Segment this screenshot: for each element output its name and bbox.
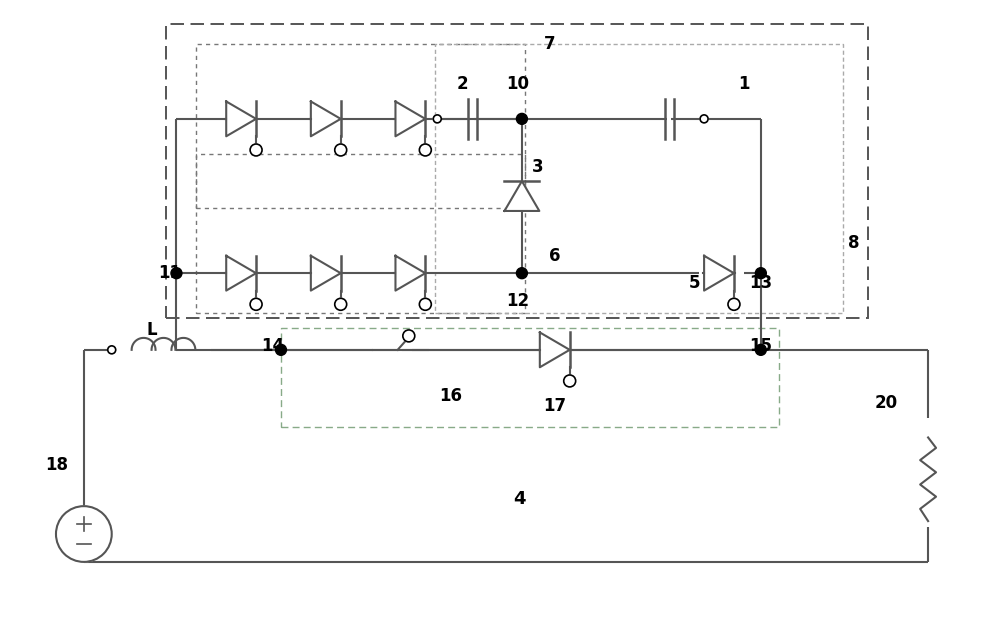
Circle shape — [516, 114, 527, 124]
Circle shape — [728, 298, 740, 310]
Text: 20: 20 — [875, 394, 898, 411]
Polygon shape — [395, 256, 425, 291]
Bar — [166, 24, 868, 318]
Polygon shape — [226, 256, 256, 291]
Circle shape — [335, 298, 347, 310]
Text: 7: 7 — [544, 35, 556, 53]
Text: 5: 5 — [688, 274, 700, 292]
Circle shape — [564, 375, 576, 387]
Text: 6: 6 — [549, 247, 561, 265]
Polygon shape — [226, 102, 256, 136]
Circle shape — [419, 298, 431, 310]
Bar — [196, 154, 525, 313]
Text: 14: 14 — [261, 337, 285, 355]
Text: 10: 10 — [506, 75, 529, 93]
Circle shape — [755, 268, 766, 279]
Text: 1: 1 — [738, 75, 750, 93]
Circle shape — [250, 298, 262, 310]
Text: 2: 2 — [456, 75, 468, 93]
Polygon shape — [504, 181, 539, 211]
Text: 17: 17 — [543, 397, 566, 414]
Circle shape — [516, 268, 527, 279]
Text: 15: 15 — [749, 337, 772, 355]
Polygon shape — [311, 256, 341, 291]
Circle shape — [700, 115, 708, 123]
Text: 8: 8 — [848, 234, 859, 252]
Text: 16: 16 — [439, 387, 462, 404]
Circle shape — [108, 346, 116, 354]
Circle shape — [171, 268, 182, 279]
Bar — [196, 44, 525, 208]
Circle shape — [250, 144, 262, 156]
Circle shape — [433, 115, 441, 123]
Text: 4: 4 — [514, 490, 526, 508]
Bar — [166, 24, 868, 318]
Text: L: L — [146, 321, 157, 339]
Text: 11: 11 — [158, 264, 181, 282]
Circle shape — [403, 330, 415, 342]
Text: 13: 13 — [749, 274, 772, 292]
Bar — [435, 44, 843, 313]
Polygon shape — [395, 102, 425, 136]
Circle shape — [755, 344, 766, 355]
Text: 3: 3 — [532, 158, 544, 176]
Text: 18: 18 — [45, 457, 68, 474]
Polygon shape — [540, 332, 570, 367]
Text: 12: 12 — [506, 292, 529, 310]
Circle shape — [275, 344, 286, 355]
Polygon shape — [704, 256, 734, 291]
Circle shape — [56, 506, 112, 562]
Polygon shape — [311, 102, 341, 136]
Circle shape — [335, 144, 347, 156]
Circle shape — [419, 144, 431, 156]
Bar — [281, 328, 779, 428]
